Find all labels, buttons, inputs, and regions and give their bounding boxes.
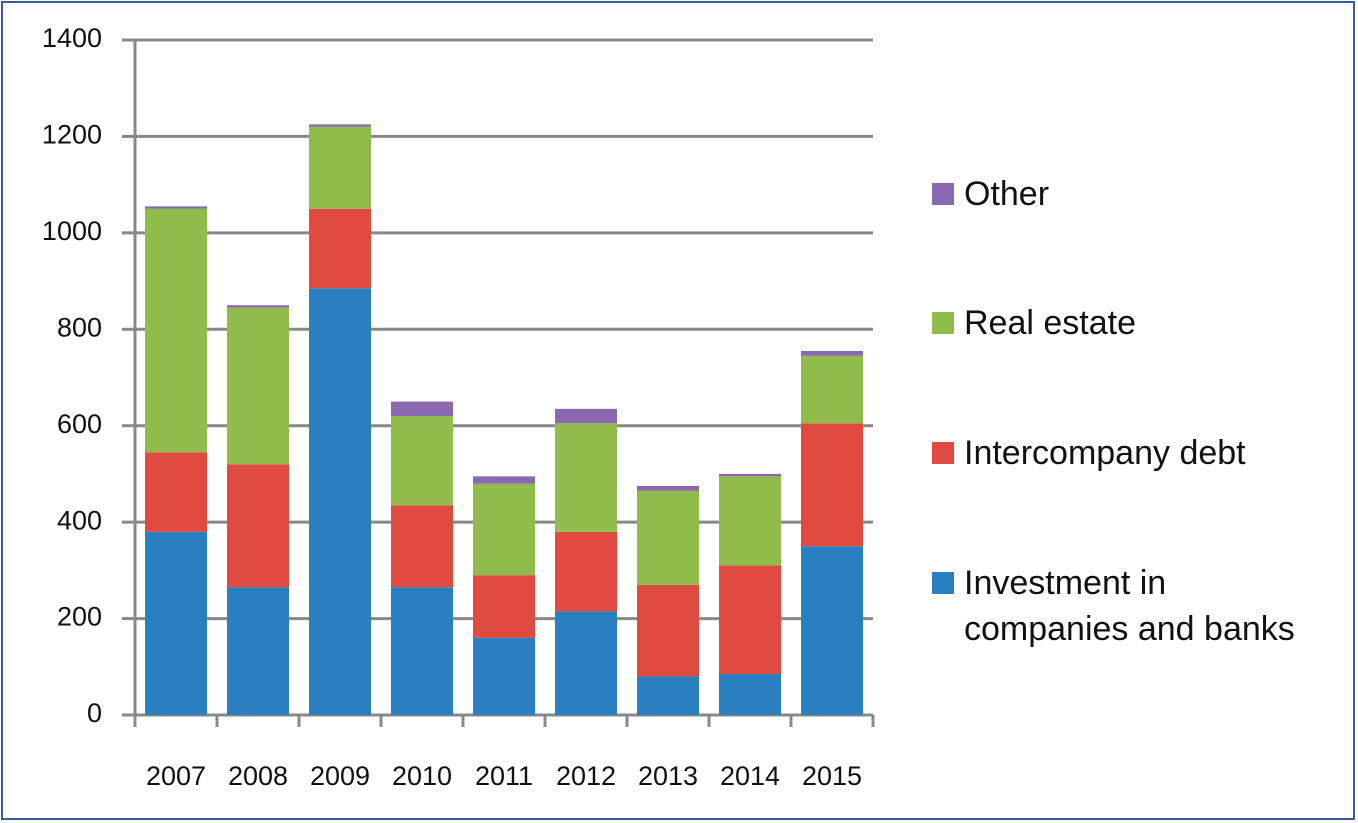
x-tick-label: 2014 <box>720 761 780 791</box>
bar-segment <box>719 565 781 675</box>
bar-segment <box>637 584 699 677</box>
y-tick-label: 1200 <box>42 120 102 150</box>
bar-segment <box>145 206 207 209</box>
bar-segment <box>719 476 781 566</box>
x-tick-label: 2013 <box>638 761 698 791</box>
bar-segment <box>473 575 535 638</box>
bar-segment <box>801 355 863 424</box>
bar-segment <box>555 423 617 532</box>
bar-segment <box>391 416 453 506</box>
bar-segment <box>801 350 863 356</box>
bar-segment <box>145 452 207 532</box>
y-tick-label: 600 <box>57 409 102 439</box>
bar-segment <box>227 307 289 465</box>
legend-item: Other <box>932 171 1324 217</box>
legend-label: Intercompany debt <box>964 434 1246 472</box>
y-tick-label: 1000 <box>42 216 102 246</box>
y-tick-label: 400 <box>57 505 102 535</box>
bar-segment <box>309 126 371 209</box>
bar-segment <box>473 476 535 484</box>
bar-segment <box>309 208 371 289</box>
bar-segment <box>637 676 699 715</box>
bar-segment <box>473 483 535 576</box>
x-tick-label: 2011 <box>475 761 533 791</box>
bar-segment <box>801 546 863 715</box>
legend-swatch <box>932 442 954 464</box>
legend-label: Investment in companies and banks <box>964 564 1295 648</box>
x-tick-label: 2008 <box>228 761 288 791</box>
bar-segment <box>719 674 781 715</box>
y-tick-label: 200 <box>57 602 102 632</box>
bar-segment <box>145 208 207 453</box>
bar-segment <box>391 505 453 588</box>
x-tick-label: 2007 <box>146 761 206 791</box>
x-tick-label: 2010 <box>392 761 452 791</box>
x-tick-label: 2009 <box>310 761 370 791</box>
legend-item: Real estate <box>932 300 1324 346</box>
legend-item: Intercompany debt <box>932 430 1324 476</box>
bar-segment <box>227 587 289 715</box>
bar-segment <box>637 490 699 585</box>
bar-segment <box>227 464 289 588</box>
bar-segment <box>637 485 699 491</box>
bar-segment <box>801 423 863 547</box>
x-tick-label: 2012 <box>556 761 616 791</box>
bar-segment <box>145 531 207 715</box>
legend-label: Other <box>964 175 1050 213</box>
legend-label: Real estate <box>964 304 1136 342</box>
legend-swatch <box>932 572 954 594</box>
legend-swatch <box>932 183 954 205</box>
legend-swatch <box>932 312 954 334</box>
x-tick-label: 2015 <box>802 761 862 791</box>
bar-segment <box>391 587 453 715</box>
bar-segment <box>391 401 453 417</box>
bar-segment <box>555 408 617 424</box>
bar-segment <box>555 531 617 612</box>
bar-segment <box>227 305 289 308</box>
y-tick-label: 800 <box>57 312 102 342</box>
bar-segment <box>719 473 781 477</box>
y-tick-label: 0 <box>87 698 102 728</box>
bar-segment <box>473 637 535 715</box>
bar-segment <box>309 288 371 715</box>
bar-segment <box>555 611 617 715</box>
legend-item: Investment in companies and banks <box>932 560 1324 652</box>
bar-segment <box>309 124 371 127</box>
y-tick-label: 1400 <box>42 23 102 53</box>
